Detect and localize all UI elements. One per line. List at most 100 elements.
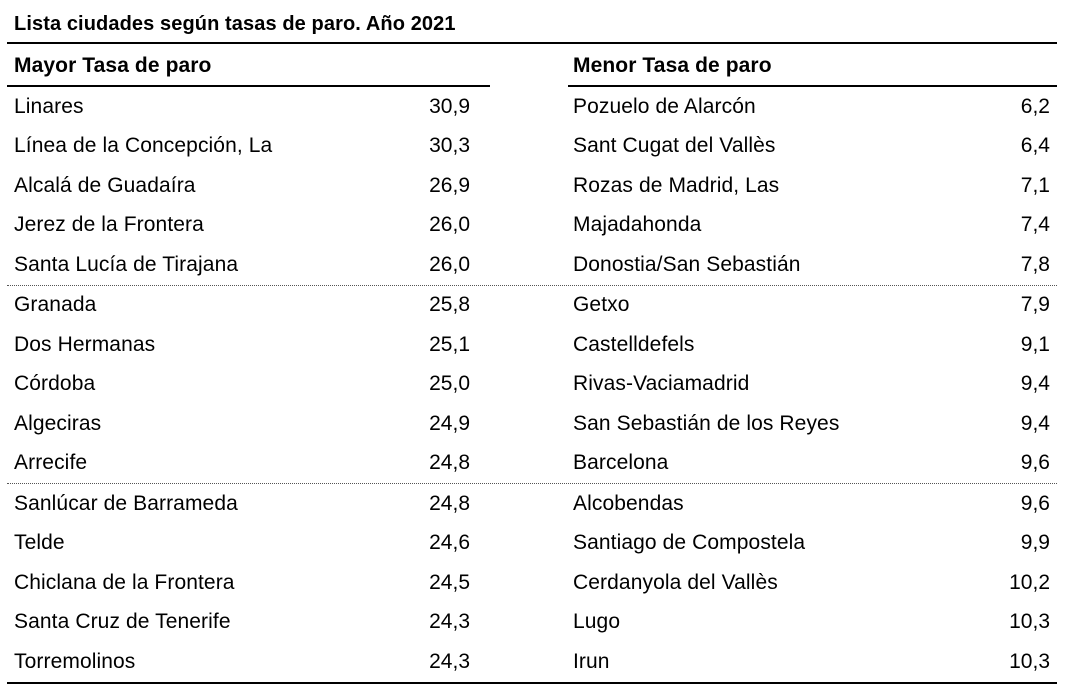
city-name: San Sebastián de los Reyes	[573, 411, 840, 435]
unemployment-rate: 7,4	[1020, 213, 1050, 237]
table-row: San Sebastián de los Reyes 9,4	[568, 404, 1057, 444]
city-name: Córdoba	[14, 372, 96, 396]
unemployment-table-document: Lista ciudades según tasas de paro. Año …	[7, 13, 1057, 684]
row-group-1: Linares 30,9 Línea de la Concepción, La 30…	[7, 87, 1057, 286]
table-row: Linares 30,9	[7, 87, 490, 127]
unemployment-rate: 24,6	[429, 531, 470, 555]
table-row: Chiclana de la Frontera 24,5	[7, 563, 490, 603]
city-name: Santa Cruz de Tenerife	[14, 610, 231, 634]
mayor-rows-1: Linares 30,9 Línea de la Concepción, La 30…	[7, 87, 490, 285]
unemployment-rate: 25,0	[429, 372, 470, 396]
unemployment-rate: 10,3	[1009, 610, 1050, 634]
city-name: Santiago de Compostela	[573, 531, 806, 555]
city-name: Telde	[14, 531, 65, 555]
header-band: Mayor Tasa de paro Menor Tasa de paro	[7, 44, 1057, 87]
city-name: Rozas de Madrid, Las	[573, 173, 780, 197]
table-row: Línea de la Concepción, La 30,3	[7, 127, 490, 167]
table-row: Castelldefels 9,1	[568, 325, 1057, 365]
table-row: Telde 24,6	[7, 524, 490, 564]
table-row: Santa Cruz de Tenerife 24,3	[7, 603, 490, 643]
table-row: Barcelona 9,6	[568, 444, 1057, 484]
unemployment-rate: 7,9	[1020, 293, 1050, 317]
unemployment-rate: 6,4	[1020, 134, 1050, 158]
title-rule	[7, 42, 1057, 44]
city-name: Donostia/San Sebastián	[573, 252, 801, 276]
column-header-menor-tasa: Menor Tasa de paro	[568, 44, 1057, 87]
table-row: Pozuelo de Alarcón 6,2	[568, 87, 1057, 127]
mayor-rows-3: Sanlúcar de Barrameda 24,8 Telde 24,6 Chic…	[7, 484, 490, 682]
column-gap	[490, 87, 568, 285]
unemployment-rate: 24,9	[429, 411, 470, 435]
table-row: Santa Lucía de Tirajana 26,0	[7, 245, 490, 285]
table-row: Alcalá de Guadaíra 26,9	[7, 166, 490, 206]
column-gap	[490, 286, 568, 484]
unemployment-rate: 24,3	[429, 610, 470, 634]
city-name: Lugo	[573, 610, 621, 634]
table-row: Sanlúcar de Barrameda 24,8	[7, 484, 490, 524]
city-name: Jerez de la Frontera	[14, 213, 204, 237]
table-row: Lugo 10,3	[568, 603, 1057, 643]
city-name: Getxo	[573, 293, 630, 317]
table-row: Sant Cugat del Vallès 6,4	[568, 127, 1057, 167]
mayor-rows-2: Granada 25,8 Dos Hermanas 25,1 Córdoba 25,0…	[7, 286, 490, 484]
city-name: Irun	[573, 649, 610, 673]
unemployment-rate: 26,0	[429, 213, 470, 237]
row-group-3: Sanlúcar de Barrameda 24,8 Telde 24,6 Chic…	[7, 484, 1057, 682]
city-name: Cerdanyola del Vallès	[573, 570, 778, 594]
menor-rows-2: Getxo 7,9 Castelldefels 9,1 Rivas-Vaciamad…	[568, 286, 1057, 484]
table-row: Torremolinos 24,3	[7, 642, 490, 682]
city-name: Alcalá de Guadaíra	[14, 173, 196, 197]
unemployment-rate: 10,3	[1009, 649, 1050, 673]
bottom-rule	[7, 681, 1057, 684]
unemployment-rate: 6,2	[1020, 94, 1050, 118]
unemployment-rate: 10,2	[1009, 570, 1050, 594]
unemployment-rate: 9,6	[1020, 491, 1050, 515]
city-name: Chiclana de la Frontera	[14, 570, 235, 594]
page-title: Lista ciudades según tasas de paro. Año …	[14, 13, 456, 35]
unemployment-rate: 30,3	[429, 134, 470, 158]
unemployment-rate: 24,8	[429, 491, 470, 515]
row-group-2: Granada 25,8 Dos Hermanas 25,1 Córdoba 25,0…	[7, 286, 1057, 484]
unemployment-rate: 25,8	[429, 293, 470, 317]
table-row: Granada 25,8	[7, 286, 490, 326]
unemployment-rate: 9,9	[1020, 531, 1050, 555]
table-row: Rozas de Madrid, Las 7,1	[568, 166, 1057, 206]
table-row: Rivas-Vaciamadrid 9,4	[568, 365, 1057, 405]
city-name: Rivas-Vaciamadrid	[573, 372, 750, 396]
table-row: Irun 10,3	[568, 642, 1057, 682]
unemployment-rate: 7,8	[1020, 252, 1050, 276]
city-name: Pozuelo de Alarcón	[573, 94, 756, 118]
city-name: Algeciras	[14, 411, 102, 435]
city-name: Torremolinos	[14, 649, 136, 673]
unemployment-rate: 26,0	[429, 252, 470, 276]
table-row: Cerdanyola del Vallès 10,2	[568, 563, 1057, 603]
city-name: Sanlúcar de Barrameda	[14, 491, 238, 515]
city-name: Alcobendas	[573, 491, 684, 515]
table-row: Arrecife 24,8	[7, 444, 490, 484]
unemployment-rate: 9,1	[1020, 332, 1050, 356]
city-name: Barcelona	[573, 451, 669, 475]
city-name: Castelldefels	[573, 332, 695, 356]
table-row: Majadahonda 7,4	[568, 206, 1057, 246]
table-row: Donostia/San Sebastián 7,8	[568, 245, 1057, 285]
unemployment-rate: 25,1	[429, 332, 470, 356]
unemployment-rate: 24,8	[429, 451, 470, 475]
unemployment-rate: 26,9	[429, 173, 470, 197]
city-name: Sant Cugat del Vallès	[573, 134, 776, 158]
unemployment-rate: 24,5	[429, 570, 470, 594]
table-row: Algeciras 24,9	[7, 404, 490, 444]
menor-rows-1: Pozuelo de Alarcón 6,2 Sant Cugat del Val…	[568, 87, 1057, 285]
column-gap	[490, 484, 568, 682]
city-name: Linares	[14, 94, 84, 118]
table-row: Jerez de la Frontera 26,0	[7, 206, 490, 246]
table-row: Getxo 7,9	[568, 286, 1057, 326]
unemployment-rate: 9,4	[1020, 372, 1050, 396]
column-gap	[490, 44, 568, 87]
city-name: Santa Lucía de Tirajana	[14, 252, 239, 276]
menor-rows-3: Alcobendas 9,6 Santiago de Compostela 9,9 …	[568, 484, 1057, 682]
column-header-mayor-tasa: Mayor Tasa de paro	[7, 44, 490, 87]
city-name: Línea de la Concepción, La	[14, 134, 273, 158]
table-row: Alcobendas 9,6	[568, 484, 1057, 524]
unemployment-rate: 7,1	[1020, 173, 1050, 197]
city-name: Granada	[14, 293, 97, 317]
